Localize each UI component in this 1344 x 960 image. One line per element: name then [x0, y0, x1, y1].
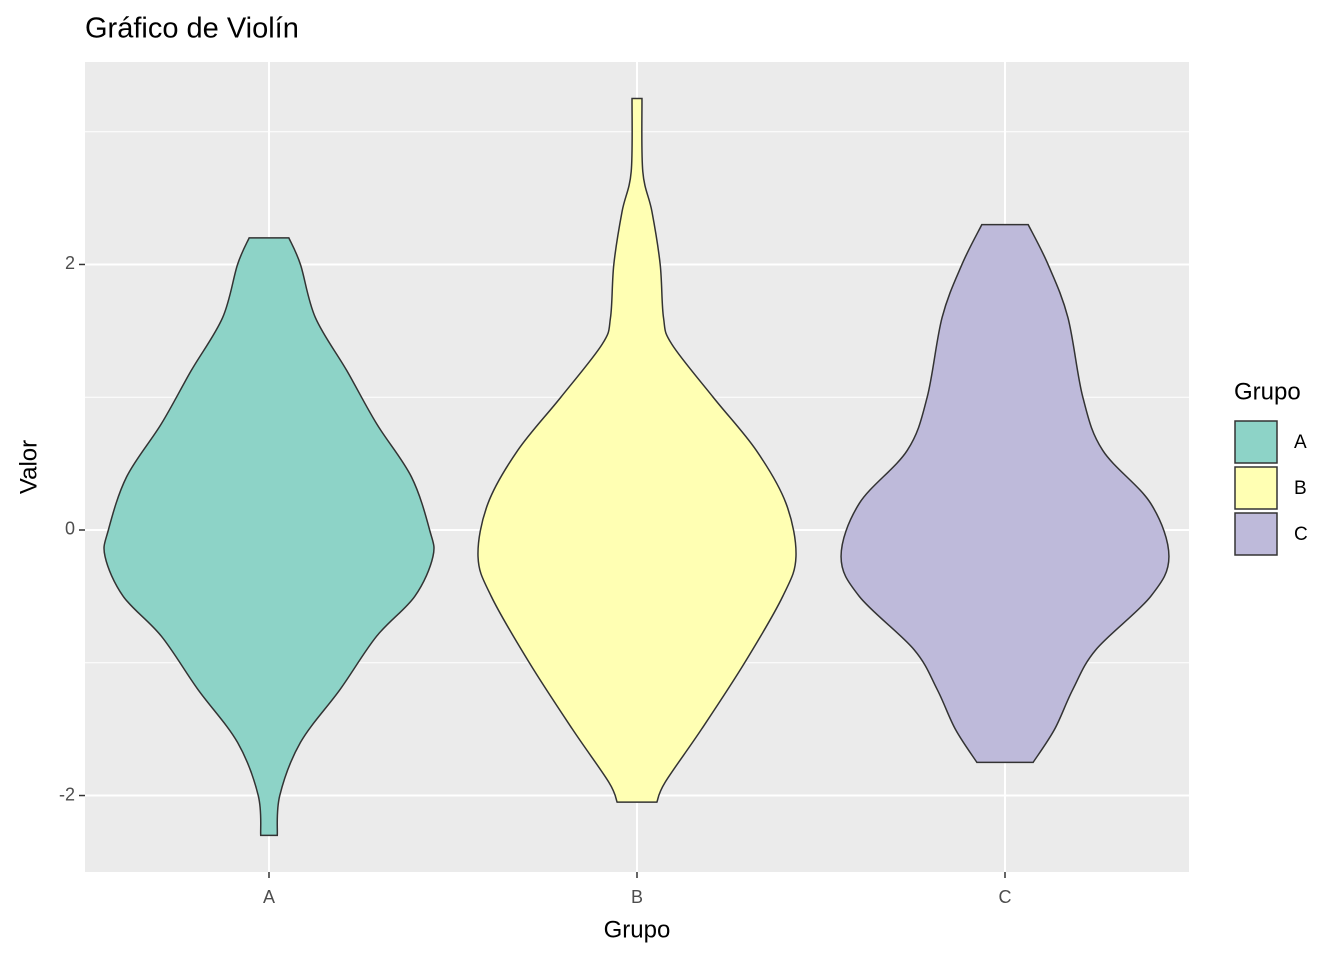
violin: [477, 97, 797, 803]
legend-title: Grupo: [1234, 378, 1301, 405]
violin: [103, 237, 435, 837]
x-tick-label: B: [631, 887, 643, 907]
x-tick-label: A: [263, 887, 275, 907]
legend-key: [1234, 466, 1278, 510]
x-tick-label: C: [999, 887, 1012, 907]
legend-label: B: [1294, 478, 1307, 499]
legend-key: [1234, 420, 1278, 464]
x-axis-title: Grupo: [604, 916, 671, 943]
y-tick-label: 2: [65, 253, 75, 273]
legend-label: C: [1294, 524, 1308, 545]
y-tick-label: -2: [59, 784, 75, 804]
chart-title: Gráfico de Violín: [85, 13, 299, 45]
legend-label: A: [1294, 432, 1307, 453]
y-tick-label: 0: [65, 519, 75, 539]
legend-key: [1234, 512, 1278, 556]
violin: [840, 223, 1170, 764]
y-axis-title: Valor: [15, 440, 42, 494]
